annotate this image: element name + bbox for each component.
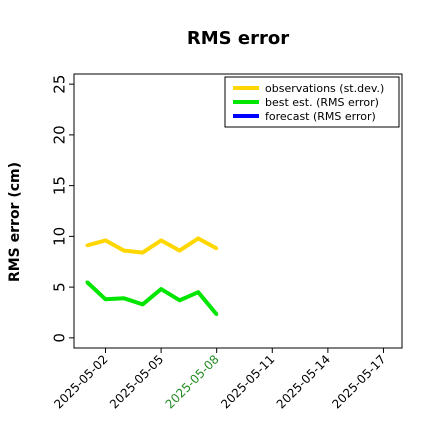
y-tick-label: 15 [51,176,69,195]
series-0-point [141,251,145,255]
y-tick-label: 5 [51,282,69,292]
series-0-point [196,236,200,240]
series-0-point [178,249,182,253]
series-1-point [104,297,108,301]
series-1-point [85,280,89,284]
series-1-point [196,290,200,294]
series-0-point [122,249,126,253]
legend-label: forecast (RMS error) [265,110,376,123]
legend-label: best est. (RMS error) [265,96,379,109]
legend: observations (st.dev.)best est. (RMS err… [224,76,400,128]
plot-frame [73,73,403,349]
series-1-point [141,302,145,306]
chart-title: RMS error [187,28,289,49]
series-line-1 [85,280,219,316]
y-tick-label: 20 [51,125,69,144]
x-tick-label: 2025-05-02 [51,352,110,411]
series-1-point [159,287,163,291]
x-tick-label: 2025-05-11 [218,352,277,411]
x-tick-label: 2025-05-05 [107,352,166,411]
x-tick-label: 2025-05-08 [163,352,222,411]
series-1-point [122,296,126,300]
series-1-point [215,313,219,317]
series-line-0 [86,236,218,255]
series-0-point [85,244,89,248]
series-1-point [178,298,182,302]
series-0-point [215,247,219,251]
series-0-point [159,238,163,242]
y-axis-label: RMS error (cm) [7,162,23,282]
y-tick-label: 25 [51,75,69,94]
x-tick-label: 2025-05-14 [274,352,333,411]
y-tick-label: 0 [51,333,69,343]
x-tick-label: 2025-05-17 [329,352,388,411]
legend-label: observations (st.dev.) [265,82,384,95]
y-tick-label: 10 [51,227,69,246]
series-0-point [104,238,108,242]
